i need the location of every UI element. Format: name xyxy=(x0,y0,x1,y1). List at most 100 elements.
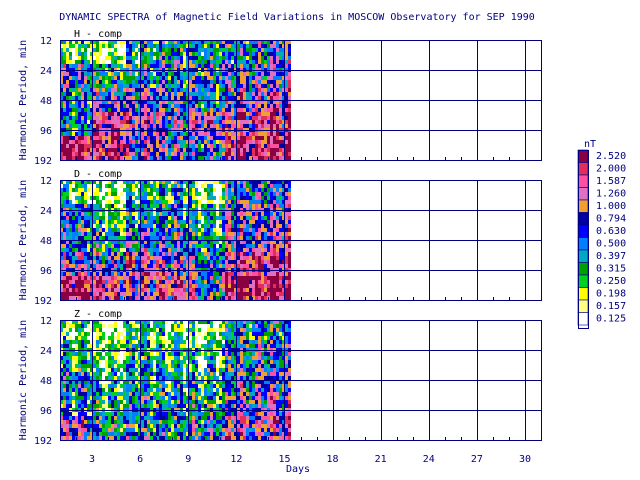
heatmap-cell xyxy=(117,120,120,124)
heatmap-cell xyxy=(75,376,78,380)
heatmap-cell xyxy=(108,156,111,160)
heatmap-cell xyxy=(210,148,213,152)
heatmap-cell xyxy=(144,260,147,264)
heatmap-cell xyxy=(252,200,255,204)
heatmap-cell xyxy=(186,104,189,108)
heatmap-cell xyxy=(96,120,99,124)
heatmap-cell xyxy=(87,60,90,64)
heatmap-cell xyxy=(138,112,141,116)
heatmap-cell xyxy=(129,216,132,220)
heatmap-cell xyxy=(249,240,252,244)
heatmap-cell xyxy=(201,80,204,84)
heatmap-cell xyxy=(162,108,165,112)
heatmap-cell xyxy=(132,132,135,136)
heatmap-cell xyxy=(168,72,171,76)
heatmap-cell xyxy=(240,44,243,48)
heatmap-cell xyxy=(246,228,249,232)
heatmap-cell xyxy=(84,188,87,192)
heatmap-cell xyxy=(165,152,168,156)
heatmap-cell xyxy=(267,120,270,124)
heatmap-cell xyxy=(96,188,99,192)
heatmap-cell xyxy=(150,284,153,288)
heatmap-cell xyxy=(243,188,246,192)
heatmap-cell xyxy=(81,232,84,236)
heatmap-cell xyxy=(117,256,120,260)
heatmap-cell xyxy=(186,140,189,144)
heatmap-cell xyxy=(264,100,267,104)
heatmap-cell xyxy=(75,100,78,104)
heatmap-cell xyxy=(216,100,219,104)
heatmap-cell xyxy=(63,412,66,416)
heatmap-cell xyxy=(156,204,159,208)
heatmap-cell xyxy=(60,140,63,144)
heatmap-cell xyxy=(111,272,114,276)
heatmap-cell xyxy=(108,44,111,48)
heatmap-cell xyxy=(192,64,195,68)
heatmap-cell xyxy=(144,52,147,56)
heatmap-cell xyxy=(282,112,285,116)
heatmap-cell xyxy=(99,80,102,84)
heatmap-cell xyxy=(147,96,150,100)
heatmap-cell xyxy=(207,84,210,88)
heatmap-cell xyxy=(186,180,189,184)
heatmap-cell xyxy=(195,48,198,52)
heatmap-cell xyxy=(237,284,240,288)
heatmap-cell xyxy=(159,44,162,48)
heatmap-cell xyxy=(138,144,141,148)
heatmap-cell xyxy=(243,48,246,52)
heatmap-cell xyxy=(261,292,264,296)
heatmap-cell xyxy=(261,148,264,152)
heatmap-cell xyxy=(144,64,147,68)
heatmap-cell xyxy=(261,104,264,108)
heatmap-cell xyxy=(174,96,177,100)
heatmap-cell xyxy=(273,232,276,236)
heatmap-cell xyxy=(195,112,198,116)
heatmap-cell xyxy=(129,72,132,76)
heatmap-cell xyxy=(69,332,72,336)
heatmap-cell xyxy=(228,96,231,100)
heatmap-cell xyxy=(201,44,204,48)
heatmap-cell xyxy=(66,152,69,156)
heatmap-cell xyxy=(81,196,84,200)
heatmap-cell xyxy=(60,256,63,260)
heatmap-cell xyxy=(270,288,273,292)
heatmap-cell xyxy=(198,56,201,60)
heatmap-cell xyxy=(288,100,291,104)
heatmap-cell xyxy=(228,124,231,128)
heatmap-cell xyxy=(177,192,180,196)
heatmap-cell xyxy=(207,156,210,160)
heatmap-cell xyxy=(258,280,261,284)
heatmap-cell xyxy=(210,236,213,240)
heatmap-cell xyxy=(84,92,87,96)
heatmap-cell xyxy=(258,64,261,68)
heatmap-cell xyxy=(81,144,84,148)
heatmap-cell xyxy=(204,132,207,136)
heatmap-cell xyxy=(231,180,234,184)
heatmap-cell xyxy=(171,56,174,60)
heatmap-cell xyxy=(195,152,198,156)
heatmap-cell xyxy=(249,248,252,252)
heatmap-cell xyxy=(273,144,276,148)
heatmap-cell xyxy=(213,244,216,248)
heatmap-cell xyxy=(243,200,246,204)
heatmap-0 xyxy=(60,40,291,160)
heatmap-cell xyxy=(288,272,291,276)
heatmap-cell xyxy=(219,204,222,208)
heatmap-cell xyxy=(177,140,180,144)
heatmap-cell xyxy=(69,88,72,92)
heatmap-cell xyxy=(255,204,258,208)
heatmap-cell xyxy=(231,232,234,236)
heatmap-cell xyxy=(84,152,87,156)
heatmap-cell xyxy=(66,48,69,52)
heatmap-cell xyxy=(177,296,180,300)
heatmap-cell xyxy=(222,284,225,288)
heatmap-cell xyxy=(153,116,156,120)
heatmap-cell xyxy=(120,180,123,184)
heatmap-cell xyxy=(60,144,63,148)
heatmap-cell xyxy=(279,196,282,200)
heatmap-cell xyxy=(240,188,243,192)
heatmap-cell xyxy=(192,276,195,280)
heatmap-cell xyxy=(153,292,156,296)
heatmap-cell xyxy=(177,52,180,56)
heatmap-cell xyxy=(264,272,267,276)
